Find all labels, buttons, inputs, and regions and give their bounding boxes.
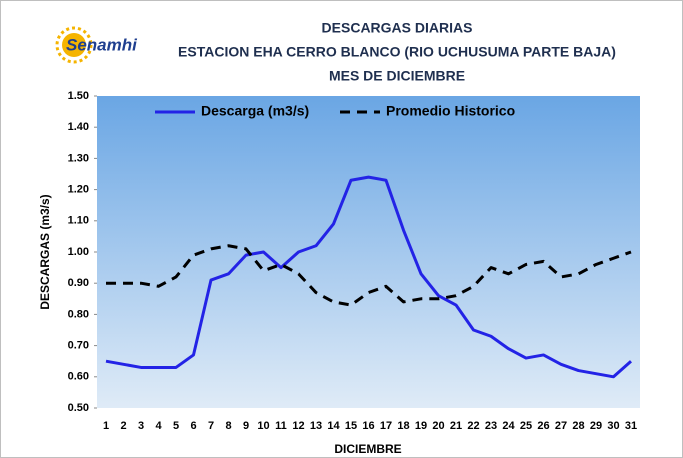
y-tick-label: 1.00 — [68, 246, 89, 258]
x-tick-label: 3 — [138, 420, 144, 432]
x-tick-label: 13 — [310, 420, 322, 432]
title: ESTACION EHA CERRO BLANCO (RIO UCHUSUMA … — [178, 44, 616, 60]
x-tick-label: 20 — [432, 420, 444, 432]
x-tick-label: 17 — [380, 420, 392, 432]
x-axis-label: DICIEMBRE — [334, 442, 401, 456]
x-tick-label: 12 — [292, 420, 304, 432]
x-tick-label: 4 — [155, 420, 162, 432]
x-tick-label: 28 — [572, 420, 584, 432]
x-tick-label: 7 — [208, 420, 214, 432]
x-tick-label: 15 — [345, 420, 357, 432]
x-tick-label: 27 — [555, 420, 567, 432]
x-tick-label: 31 — [625, 420, 637, 432]
logo-text: Senamhi — [66, 35, 138, 54]
x-tick-label: 16 — [362, 420, 374, 432]
title: MES DE DICIEMBRE — [329, 68, 465, 84]
y-tick-label: 0.50 — [68, 402, 89, 414]
logo: Senamhi — [55, 26, 138, 64]
plot-area — [97, 96, 640, 408]
x-tick-label: 19 — [415, 420, 427, 432]
series-line — [106, 244, 632, 307]
x-tick-label: 2 — [120, 420, 126, 432]
x-tick-label: 10 — [257, 420, 269, 432]
x-tick-label: 9 — [243, 420, 249, 432]
y-tick-label: 1.20 — [68, 184, 89, 196]
x-tick-label: 14 — [327, 420, 340, 432]
x-tick-label: 23 — [485, 420, 497, 432]
x-tick-label: 11 — [275, 420, 287, 432]
y-tick-label: 0.80 — [68, 308, 89, 320]
x-tick-label: 8 — [225, 420, 231, 432]
x-tick-label: 29 — [590, 420, 602, 432]
x-tick-label: 18 — [397, 420, 409, 432]
x-tick-label: 24 — [502, 420, 515, 432]
y-tick-label: 1.40 — [68, 121, 89, 133]
y-tick-label: 1.10 — [68, 215, 89, 227]
x-tick-label: 30 — [607, 420, 619, 432]
x-tick-label: 5 — [173, 420, 179, 432]
series-line — [105, 175, 632, 379]
title: DESCARGAS DIARIAS — [322, 20, 473, 36]
legend-label: Descarga (m3/s) — [201, 103, 309, 119]
y-tick-label: 1.50 — [68, 90, 89, 102]
y-axis-label: DESCARGAS (m3/s) — [38, 194, 52, 309]
x-tick-label: 22 — [467, 420, 479, 432]
x-tick-label: 21 — [450, 420, 462, 432]
x-tick-label: 26 — [537, 420, 549, 432]
x-tick-label: 6 — [190, 420, 196, 432]
legend-label: Promedio Historico — [386, 103, 515, 119]
x-tick-label: 25 — [520, 420, 532, 432]
y-tick-label: 0.90 — [68, 277, 89, 289]
y-tick-label: 1.30 — [68, 152, 89, 164]
x-tick-label: 1 — [103, 420, 109, 432]
y-tick-label: 0.60 — [68, 371, 89, 383]
y-tick-label: 0.70 — [68, 340, 89, 352]
